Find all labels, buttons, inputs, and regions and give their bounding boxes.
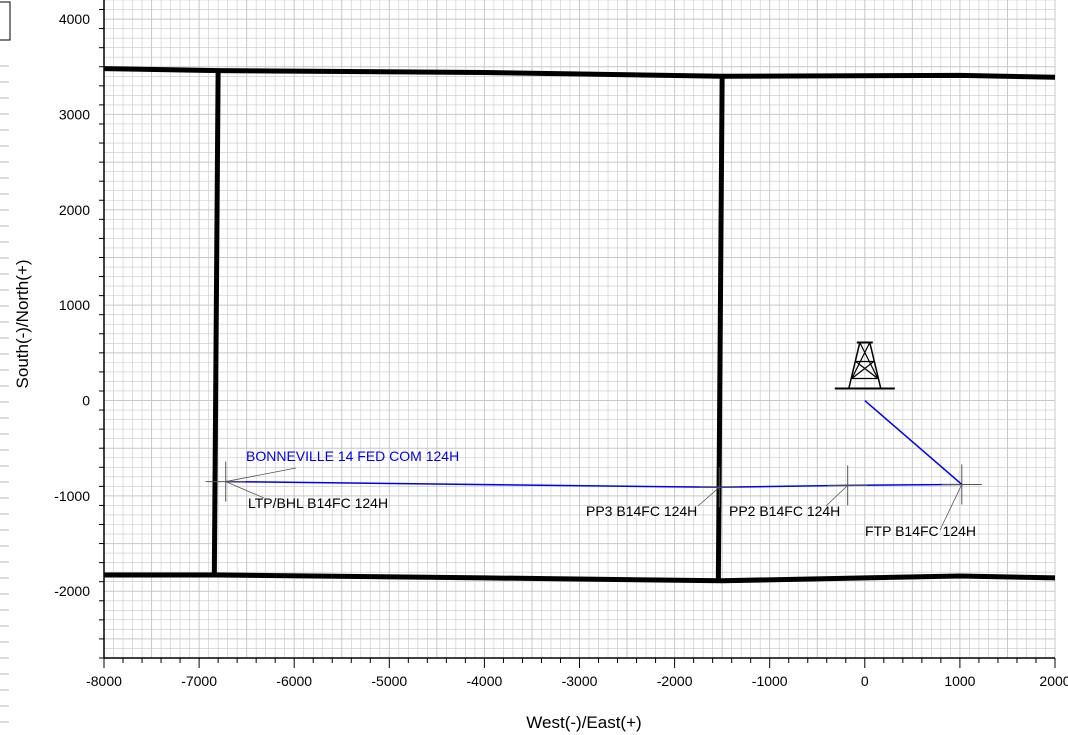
lease-line <box>104 572 1056 584</box>
x-tick-label: 2000 <box>1039 673 1068 689</box>
y-tick-label: 3000 <box>59 106 90 122</box>
wellbore-series <box>225 399 964 489</box>
lease-line <box>211 70 221 576</box>
x-axis-title: West(-)/East(+) <box>526 713 641 732</box>
x-tick-label: 1000 <box>944 673 975 689</box>
target-label-pp2: PP2 B14FC 124H <box>729 503 840 519</box>
leader-line <box>225 481 265 499</box>
y-axis-title: South(-)/North(+) <box>13 260 32 389</box>
leader-line <box>697 487 720 507</box>
y-tick-label: 4000 <box>59 11 90 27</box>
x-axis-ticks: -8000 -7000 -6000 -5000 -4000 -3000 -2000 -1000… <box>86 658 1068 689</box>
target-label-ltp: LTP/BHL B14FC 124H <box>248 495 388 511</box>
drilling-rig-icon <box>834 341 895 390</box>
x-tick-label: -1000 <box>752 673 788 689</box>
y-tick-label: -2000 <box>54 583 90 599</box>
leader-line <box>825 485 848 507</box>
target-label-pp3: PP3 B14FC 124H <box>586 503 697 519</box>
x-tick-label: -3000 <box>562 673 598 689</box>
y-tick-label: 1000 <box>59 297 90 313</box>
wellbore-path <box>225 399 964 489</box>
y-tick-label: -1000 <box>54 488 90 504</box>
x-tick-label: -6000 <box>276 673 312 689</box>
x-tick-label: -5000 <box>371 673 407 689</box>
left-edge-fragment <box>0 1 11 41</box>
target-label-ftp: FTP B14FC 124H <box>865 523 976 539</box>
leader-line <box>225 467 297 482</box>
lease-line <box>103 66 1056 80</box>
left-edge-dashes <box>0 65 9 723</box>
x-tick-label: -8000 <box>86 673 122 689</box>
x-tick-label: -2000 <box>657 673 693 689</box>
y-tick-label: 0 <box>82 393 90 409</box>
x-tick-label: 0 <box>861 673 869 689</box>
grid-major <box>103 0 1056 658</box>
lease-lines <box>103 66 1056 584</box>
x-tick-label: -4000 <box>466 673 502 689</box>
x-tick-label: -7000 <box>181 673 217 689</box>
y-tick-label: 2000 <box>59 202 90 218</box>
target-markers <box>205 461 982 531</box>
rig-bracing <box>851 342 879 380</box>
well-name-label: BONNEVILLE 14 FED COM 124H <box>246 448 459 464</box>
leader-line <box>939 484 963 531</box>
y-axis-ticks: -2000 -1000 0 1000 2000 3000 4000 <box>54 9 104 659</box>
